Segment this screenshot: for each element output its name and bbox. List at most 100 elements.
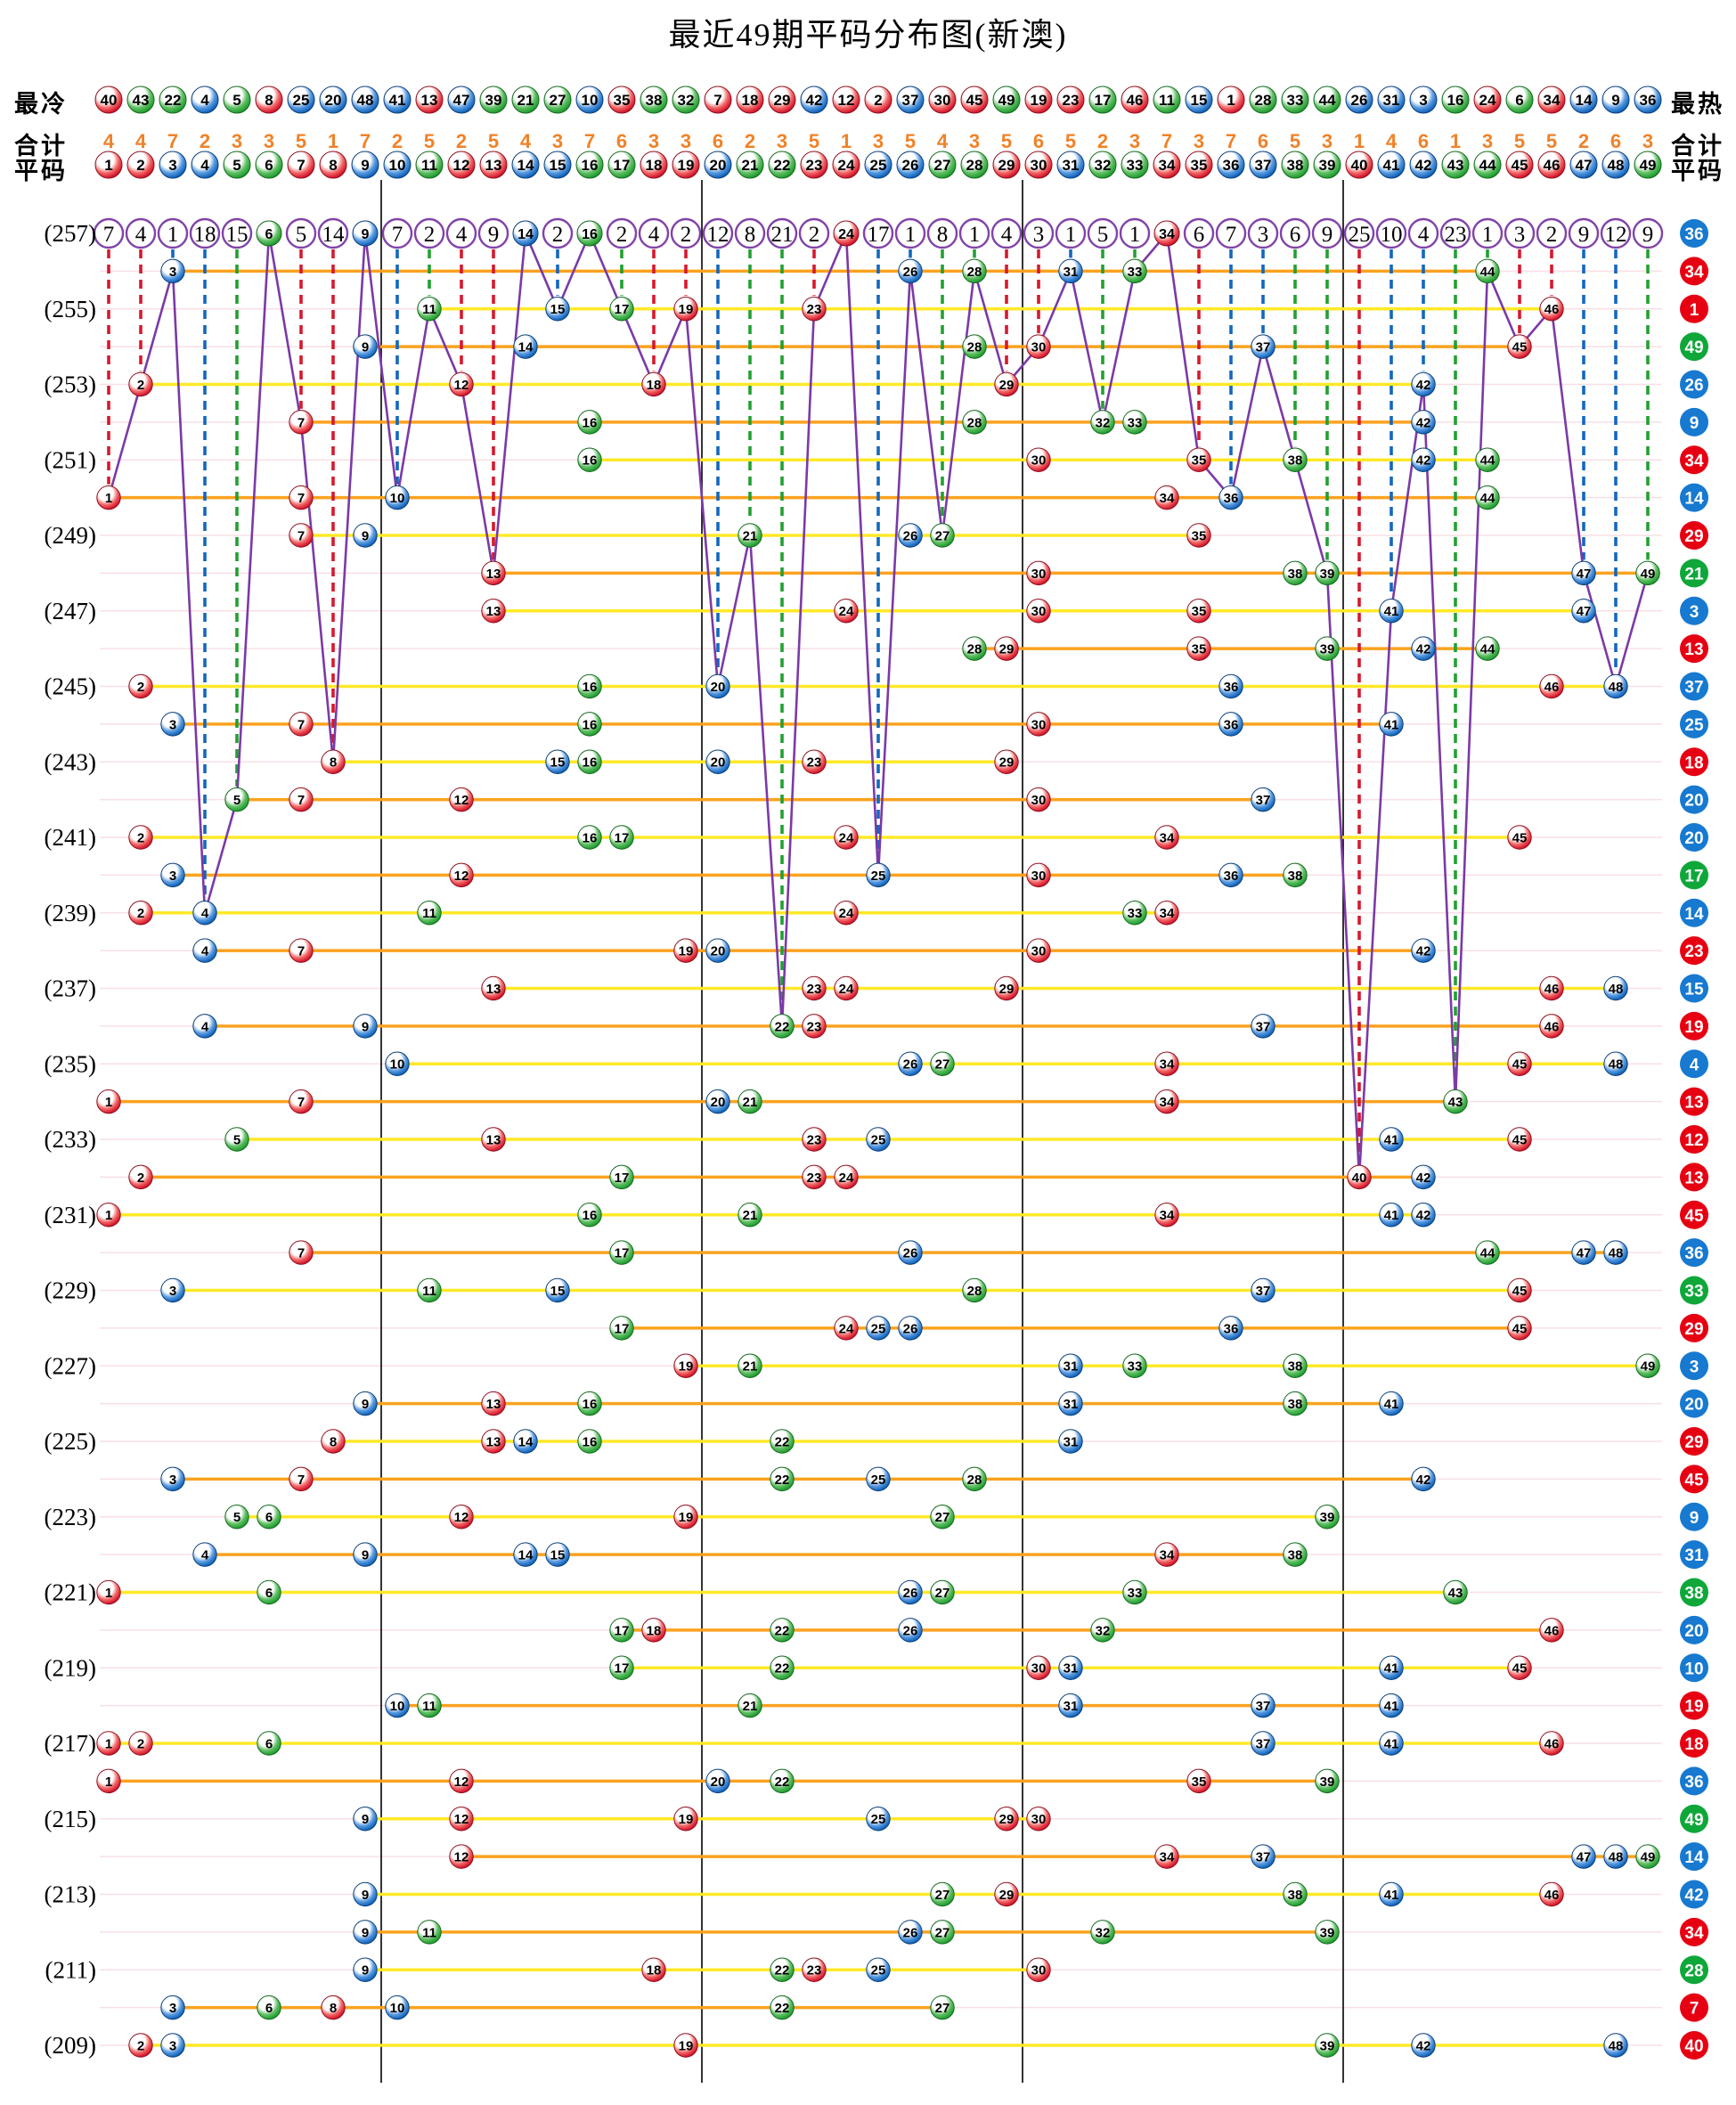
period-label: (219) xyxy=(45,1654,96,1681)
drawn-ball: 41 xyxy=(1379,599,1404,624)
svg-text:22: 22 xyxy=(774,157,791,174)
drawn-ball: 14 xyxy=(513,1429,538,1454)
drawn-ball: 16 xyxy=(577,410,602,435)
cold-ball: 13 xyxy=(415,86,444,114)
svg-text:41: 41 xyxy=(1384,717,1399,732)
svg-text:27: 27 xyxy=(935,2001,950,2016)
svg-text:33: 33 xyxy=(1684,1283,1703,1301)
svg-text:16: 16 xyxy=(583,830,598,845)
svg-text:46: 46 xyxy=(1544,1623,1560,1638)
miss-circle: 2 xyxy=(670,217,702,249)
svg-text:34: 34 xyxy=(1159,157,1176,174)
drawn-ball: 18 xyxy=(641,1957,666,1982)
svg-text:22: 22 xyxy=(775,1473,790,1488)
drawn-ball: 2 xyxy=(128,1164,153,1190)
svg-text:26: 26 xyxy=(903,1057,918,1073)
drawn-ball: 30 xyxy=(1026,599,1051,624)
cold-ball: 3 xyxy=(1409,86,1438,114)
miss-circle: 2 xyxy=(413,217,445,249)
svg-text:19: 19 xyxy=(679,302,694,317)
cold-ball: 16 xyxy=(1441,86,1470,114)
drawn-ball: 31 xyxy=(1058,1353,1083,1378)
drawn-ball: 21 xyxy=(738,1203,762,1228)
drawn-ball: 44 xyxy=(1475,485,1500,510)
drawn-ball: 4 xyxy=(192,1014,217,1039)
cold-ball: 42 xyxy=(800,86,828,114)
total-value: 3 xyxy=(1194,130,1204,152)
ping-label-right: 平码 xyxy=(1671,158,1724,184)
svg-text:42: 42 xyxy=(1416,944,1431,959)
svg-text:31: 31 xyxy=(1064,1397,1079,1412)
svg-text:27: 27 xyxy=(934,157,951,174)
special-ball: 20 xyxy=(1680,1615,1708,1644)
svg-text:30: 30 xyxy=(1031,1812,1047,1827)
drawn-ball: 19 xyxy=(673,938,698,963)
drawn-ball: 25 xyxy=(866,1957,891,1982)
ping-header-ball: 47 xyxy=(1569,151,1598,179)
svg-text:7: 7 xyxy=(297,1246,305,1261)
drawn-ball: 34 xyxy=(1153,220,1180,247)
svg-text:45: 45 xyxy=(1512,1057,1528,1073)
ping-header-ball: 38 xyxy=(1281,151,1309,179)
drawn-ball: 16 xyxy=(577,1429,602,1454)
ping-header-ball: 10 xyxy=(383,151,412,179)
drawn-ball: 27 xyxy=(930,523,955,548)
svg-text:28: 28 xyxy=(967,1284,982,1299)
svg-text:18: 18 xyxy=(647,378,662,393)
svg-text:14: 14 xyxy=(1684,490,1704,509)
svg-text:46: 46 xyxy=(1127,92,1144,109)
drawn-ball: 1 xyxy=(96,485,121,510)
svg-text:26: 26 xyxy=(903,265,918,280)
svg-text:14: 14 xyxy=(1576,92,1593,109)
drawn-ball: 27 xyxy=(930,1995,955,2020)
svg-text:28: 28 xyxy=(1255,92,1272,109)
svg-text:20: 20 xyxy=(1684,1622,1703,1641)
drawn-ball: 46 xyxy=(1539,1881,1564,1907)
miss-circle: 14 xyxy=(317,217,349,249)
cold-ball: 11 xyxy=(1153,86,1181,114)
drawn-ball: 37 xyxy=(1251,1277,1276,1303)
special-ball: 3 xyxy=(1680,1351,1708,1381)
svg-text:25: 25 xyxy=(871,1963,886,1979)
svg-text:48: 48 xyxy=(1609,2038,1624,2053)
drawn-ball: 27 xyxy=(930,1505,955,1530)
ping-header-ball: 37 xyxy=(1249,151,1277,179)
ping-header-ball: 1 xyxy=(94,151,123,179)
svg-text:30: 30 xyxy=(1031,944,1047,959)
special-ball: 18 xyxy=(1680,747,1708,777)
svg-text:2: 2 xyxy=(874,92,882,109)
svg-text:4: 4 xyxy=(456,223,468,247)
svg-text:41: 41 xyxy=(1384,1397,1399,1412)
svg-text:46: 46 xyxy=(1544,1888,1560,1903)
svg-text:25: 25 xyxy=(870,157,887,174)
drawn-ball: 48 xyxy=(1603,1844,1628,1869)
svg-text:5: 5 xyxy=(296,223,307,247)
svg-text:3: 3 xyxy=(169,869,176,884)
drawn-ball: 36 xyxy=(1218,485,1243,510)
drawn-ball: 29 xyxy=(994,1881,1019,1907)
svg-text:24: 24 xyxy=(839,604,854,619)
svg-text:49: 49 xyxy=(1640,157,1657,174)
drawn-ball: 1 xyxy=(96,1203,121,1228)
period-label: (237) xyxy=(45,975,96,1002)
svg-text:7: 7 xyxy=(713,92,721,109)
drawn-ball: 16 xyxy=(577,1391,602,1416)
total-value: 1 xyxy=(1354,130,1365,152)
svg-text:37: 37 xyxy=(1256,340,1271,355)
svg-text:46: 46 xyxy=(1544,302,1560,317)
drawn-ball: 9 xyxy=(352,220,379,247)
cold-ball: 49 xyxy=(992,86,1021,114)
drawn-ball: 34 xyxy=(1154,1051,1179,1076)
total-value: 5 xyxy=(809,130,819,152)
svg-text:34: 34 xyxy=(1159,227,1175,242)
svg-text:20: 20 xyxy=(711,1095,726,1110)
drawn-ball: 37 xyxy=(1251,1844,1276,1869)
svg-text:1: 1 xyxy=(105,491,112,506)
svg-text:43: 43 xyxy=(1448,1095,1463,1110)
period-label: (229) xyxy=(45,1277,96,1304)
svg-text:47: 47 xyxy=(1576,157,1593,174)
drawn-ball: 26 xyxy=(898,1920,923,1945)
drawn-ball: 22 xyxy=(770,1957,795,1982)
drawn-ball: 34 xyxy=(1154,1542,1179,1567)
drawn-ball: 6 xyxy=(257,1579,281,1605)
